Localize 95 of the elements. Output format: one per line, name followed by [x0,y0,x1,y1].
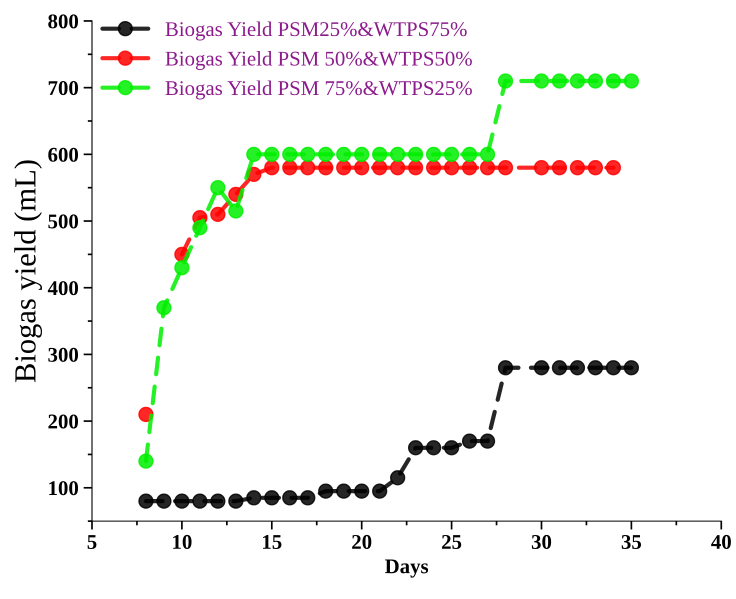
point [570,360,586,376]
x-tick-label: 5 [88,535,96,549]
point [444,440,460,456]
point [606,360,622,376]
point [300,160,316,176]
point [156,493,172,509]
x-tick-label: 20 [352,534,372,549]
x-tick-label: 40 [711,534,731,549]
x-tick-label: 35 [622,534,642,549]
point [282,160,298,176]
point [552,160,568,176]
point [390,160,406,176]
point [318,146,334,162]
point [408,146,424,162]
point [444,146,460,162]
point [480,433,496,449]
point [210,180,226,196]
point [354,160,370,176]
point [336,160,352,176]
point [264,146,280,162]
point [264,490,280,506]
point [426,440,442,456]
point [462,433,478,449]
y-tick-label: 800 [48,14,78,28]
point [606,160,622,176]
y-tick-label: 500 [48,214,78,228]
point [174,260,190,276]
point [372,483,388,499]
point [462,160,478,176]
point [444,160,460,176]
point [192,220,208,236]
point [534,160,550,176]
point [300,146,316,162]
point [498,360,514,376]
point [156,300,172,316]
point [210,206,226,222]
y-tick-label: 200 [48,414,78,429]
point [174,493,190,509]
point [390,146,406,162]
point [192,493,208,509]
legend-label: Biogas Yield PSM 50%&WTPS50% [166,51,472,70]
x-axis-title: Days [385,560,428,578]
x-tick-label: 25 [442,534,462,549]
point [552,360,568,376]
point [570,73,586,89]
point [138,453,154,469]
point [606,73,622,89]
point [534,360,550,376]
y-tick-label: 300 [48,348,78,362]
point [318,160,334,176]
point [246,146,262,162]
point [408,440,424,456]
x-tick-label: 10 [173,534,192,549]
point [498,160,514,176]
point [228,493,244,509]
point [354,146,370,162]
point [336,146,352,162]
point [372,160,388,176]
y-tick-label: 100 [49,481,78,496]
point [300,490,316,506]
point [282,146,298,162]
point [426,146,442,162]
y-tick-label: 700 [48,81,78,96]
point [390,470,406,486]
legend-label: Biogas Yield PSM 75%&WTPS25% [166,80,472,100]
point [318,483,334,499]
point [480,160,496,176]
point [462,146,478,162]
point [408,160,424,176]
y-axis-title: Biogas yield (mL) [14,160,42,382]
point [588,360,604,376]
point [282,490,298,506]
point [552,73,568,89]
point [354,483,370,499]
point [570,160,586,176]
legend-label: Biogas Yield PSM25%&WTPS75% [166,22,467,40]
point [210,493,226,509]
point [624,360,640,376]
point [264,160,280,176]
y-tick-label: 600 [48,148,78,162]
point [336,483,352,499]
point [228,203,244,219]
point [588,73,604,89]
point [588,160,604,176]
point [498,73,514,89]
y-tick-label: 400 [48,281,78,296]
x-tick-label: 30 [532,534,552,549]
point [246,490,262,506]
point [372,146,388,162]
point [138,493,154,509]
point [426,160,442,176]
point [480,146,496,162]
point [624,73,640,89]
x-tick-label: 15 [263,535,282,549]
point [534,73,550,89]
